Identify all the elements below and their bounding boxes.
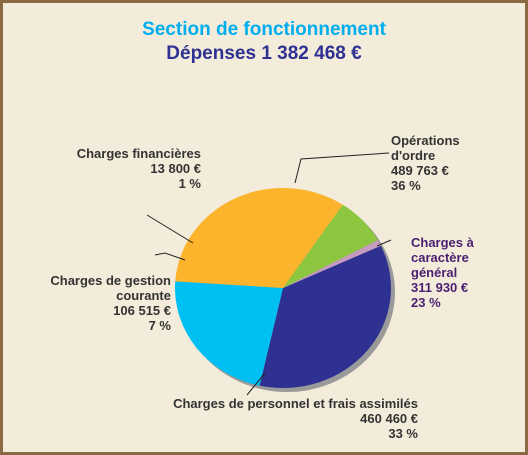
chart-subtitle: Dépenses 1 382 468 € bbox=[166, 43, 362, 64]
category-name: Opérations d'ordre bbox=[391, 133, 460, 163]
value-label: 106 515 € bbox=[113, 303, 171, 318]
percent-label: 1 % bbox=[178, 176, 201, 191]
percent-label: 23 % bbox=[411, 295, 441, 310]
slice-label: Charges à caractère général 311 930 €23 % bbox=[411, 235, 493, 310]
leader-line bbox=[154, 252, 186, 261]
leader-line bbox=[246, 372, 266, 396]
chart-title: Section de fonctionnement bbox=[142, 19, 386, 40]
slice-label: Charges de gestion courante 106 515 €7 % bbox=[13, 273, 171, 333]
slice-label: Charges financières 13 800 €1 % bbox=[23, 146, 201, 191]
slice-label: Opérations d'ordre 489 763 €36 % bbox=[391, 133, 481, 193]
leader-line bbox=[146, 214, 194, 244]
value-label: 311 930 € bbox=[411, 280, 469, 295]
pie-slice bbox=[283, 240, 381, 288]
percent-label: 36 % bbox=[391, 178, 421, 193]
pie-area bbox=[146, 152, 395, 396]
pie-slice bbox=[175, 281, 283, 386]
category-name: Charges à caractère général bbox=[411, 235, 474, 280]
leader-line bbox=[376, 239, 392, 247]
percent-label: 33 % bbox=[388, 426, 418, 441]
pie-slice bbox=[259, 245, 391, 388]
category-name: Charges financières bbox=[76, 146, 201, 161]
value-label: 460 460 € bbox=[360, 411, 418, 426]
category-name: Charges de personnel et frais assimilés bbox=[173, 396, 418, 411]
slice-label: Charges de personnel et frais assimilés 4… bbox=[103, 396, 418, 441]
pie-slice bbox=[283, 204, 378, 288]
value-label: 13 800 € bbox=[150, 161, 201, 176]
percent-label: 7 % bbox=[148, 318, 171, 333]
category-name: Charges de gestion courante bbox=[50, 273, 171, 303]
leader-line bbox=[294, 152, 390, 184]
value-label: 489 763 € bbox=[391, 163, 449, 178]
pie-slice bbox=[175, 188, 343, 288]
